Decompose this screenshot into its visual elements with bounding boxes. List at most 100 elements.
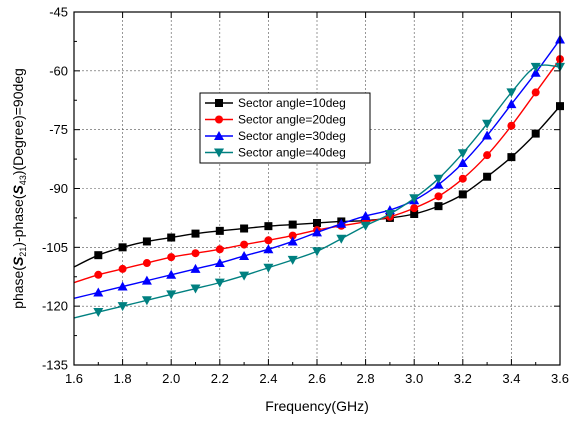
data-point	[434, 192, 443, 201]
data-point	[191, 229, 200, 238]
data-point	[288, 220, 297, 229]
data-point	[531, 129, 540, 138]
x-axis-title: Frequency(GHz)	[265, 398, 368, 414]
data-point	[336, 218, 347, 228]
x-tick-label: 3.4	[502, 371, 520, 386]
x-tick-label: 1.8	[114, 371, 132, 386]
data-point	[312, 227, 322, 237]
data-point	[118, 264, 127, 273]
y-axis-title: phase(S21)-phase(S43)(Degree)=90deg	[10, 68, 28, 309]
legend-item: Sector angle=30deg	[205, 129, 346, 143]
data-point	[482, 130, 493, 140]
legend-item: Sector angle=40deg	[205, 146, 346, 160]
y-axis-title-middle: )-phase(	[10, 194, 26, 246]
data-point	[240, 240, 249, 249]
y-tick-label: -90	[49, 181, 68, 196]
legend-item: Sector angle=10deg	[205, 96, 346, 110]
legend-box	[199, 92, 371, 164]
data-point	[142, 259, 151, 268]
y-axis-title-s1: S	[10, 256, 26, 266]
data-point	[166, 269, 177, 279]
y-axis-title-s1-sub: 21	[18, 247, 28, 257]
data-point	[360, 210, 371, 220]
legend-label: Sector angle=10deg	[238, 96, 346, 110]
data-point	[457, 158, 468, 168]
data-point	[507, 153, 516, 162]
y-tick-labels: -45 -60 -75 -90 -105 -120 -135	[42, 5, 68, 373]
legend-marker	[215, 115, 223, 124]
x-tick-labels: 1.6 1.8 2.0 2.2 2.4 2.6 2.8 3.0 3.2 3.4 3.6	[65, 371, 569, 386]
data-point	[458, 190, 467, 199]
x-tick-label: 2.0	[162, 371, 180, 386]
y-tick-label: -105	[42, 240, 68, 255]
x-tick-label: 3.6	[551, 371, 569, 386]
data-point	[360, 221, 371, 231]
data-point	[288, 231, 297, 240]
data-point	[263, 244, 274, 254]
x-tick-label: 2.8	[357, 371, 375, 386]
data-point	[287, 236, 298, 246]
data-point	[410, 204, 419, 213]
x-tick-label: 3.2	[454, 371, 472, 386]
y-axis-title-s2-sub: 43	[18, 175, 28, 185]
data-point	[483, 172, 492, 181]
data-point	[457, 149, 468, 159]
legend-marker	[214, 148, 224, 158]
y-axis-title-prefix: phase(	[10, 266, 26, 309]
x-tick-label: 1.6	[65, 371, 83, 386]
data-point	[409, 194, 420, 204]
data-point	[93, 287, 104, 297]
data-point	[117, 302, 128, 312]
grid-lines	[73, 11, 561, 366]
data-point	[117, 281, 128, 291]
legend-label: Sector angle=40deg	[238, 146, 346, 160]
x-tick-label: 2.2	[211, 371, 229, 386]
data-point	[142, 237, 151, 246]
data-point	[264, 222, 273, 231]
data-point	[264, 236, 273, 245]
data-point	[530, 62, 541, 72]
data-point	[94, 251, 103, 260]
data-point	[93, 308, 104, 318]
legend-marker	[215, 99, 223, 107]
data-point	[433, 174, 444, 184]
data-point	[507, 121, 516, 130]
data-point	[239, 250, 250, 260]
series-4	[73, 62, 565, 319]
data-point	[239, 271, 250, 281]
legend-marker	[214, 131, 224, 140]
data-point	[263, 263, 274, 273]
y-tick-label: -45	[49, 5, 68, 20]
data-point	[531, 88, 540, 97]
axis-ticks	[73, 11, 561, 366]
data-point	[506, 99, 517, 109]
x-tick-label: 2.6	[308, 371, 326, 386]
data-point	[483, 151, 492, 160]
data-point	[506, 88, 517, 98]
series-layer	[73, 34, 565, 319]
data-point	[410, 209, 419, 218]
data-point	[384, 209, 395, 219]
data-point	[482, 119, 493, 129]
legend-label: Sector angle=20deg	[238, 113, 346, 127]
data-point	[215, 245, 224, 254]
data-point	[190, 263, 201, 273]
data-point	[240, 224, 249, 233]
data-point	[141, 275, 152, 285]
legend: Sector angle=10deg Sector angle=20deg Sect…	[199, 92, 371, 164]
y-tick-label: -75	[49, 122, 68, 137]
data-point	[287, 255, 298, 265]
data-point	[312, 247, 322, 257]
data-point	[118, 243, 127, 252]
y-tick-label: -135	[42, 358, 68, 373]
data-point	[433, 179, 444, 189]
data-point	[191, 249, 200, 258]
data-point	[167, 253, 176, 262]
x-tick-label: 3.0	[405, 371, 423, 386]
data-point	[190, 284, 201, 294]
data-point	[141, 296, 152, 306]
data-point	[336, 234, 347, 244]
data-point	[458, 174, 467, 183]
y-axis-title-s2: S	[10, 185, 26, 195]
